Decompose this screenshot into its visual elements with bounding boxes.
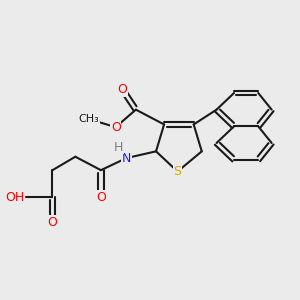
Text: O: O bbox=[96, 190, 106, 204]
Text: OH: OH bbox=[5, 190, 24, 204]
Text: O: O bbox=[111, 121, 121, 134]
Text: O: O bbox=[48, 216, 57, 229]
Text: N: N bbox=[122, 152, 131, 165]
Text: CH₃: CH₃ bbox=[78, 114, 99, 124]
Text: H: H bbox=[114, 141, 124, 154]
Text: S: S bbox=[173, 165, 181, 178]
Text: O: O bbox=[118, 83, 128, 96]
